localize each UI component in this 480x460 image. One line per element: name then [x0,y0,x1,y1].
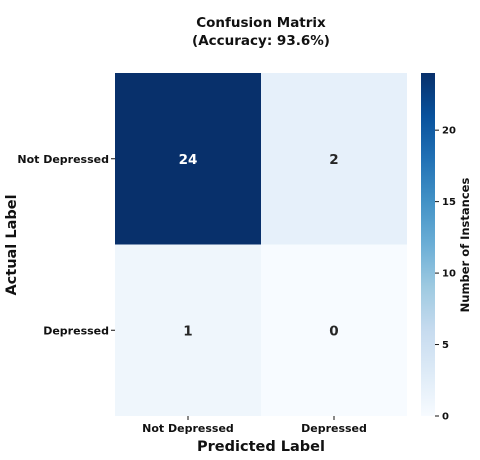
cell-value-label: 24 [179,152,198,168]
heatmap-cell [261,244,407,416]
colorbar-tick-label: 15 [442,197,456,208]
cell-value-label: 2 [329,152,338,168]
colorbar-tick-label: 5 [442,340,449,351]
y-axis-label: Actual Label [4,194,20,295]
colorbar-tick-label: 0 [442,412,449,423]
colorbar [421,73,435,416]
colorbar-tick-label: 10 [442,269,456,280]
heatmap-cell [115,244,261,416]
heatmap-cells: 24 2 1 0 [115,73,407,416]
cell-value-label: 1 [183,323,192,339]
heatmap-cell [261,73,407,245]
y-tick-label: Not Depressed [17,153,109,166]
y-axis-ticks: Not Depressed Depressed [17,153,115,337]
x-axis-label: Predicted Label [197,439,325,455]
chart-title-line-2: (Accuracy: 93.6%) [192,33,330,49]
x-axis-ticks: Not Depressed Depressed [142,416,367,435]
colorbar-label: Number of Instances [458,178,472,313]
heatmap-cell [115,73,261,245]
y-tick-label: Depressed [43,324,109,337]
cell-value-label: 0 [329,323,338,339]
x-tick-label: Depressed [301,422,367,435]
colorbar-tick-label: 20 [442,126,456,137]
x-tick-label: Not Depressed [142,422,234,435]
chart-title-line-1: Confusion Matrix [196,15,326,31]
colorbar-ticks: 0 5 10 15 20 [435,126,456,423]
